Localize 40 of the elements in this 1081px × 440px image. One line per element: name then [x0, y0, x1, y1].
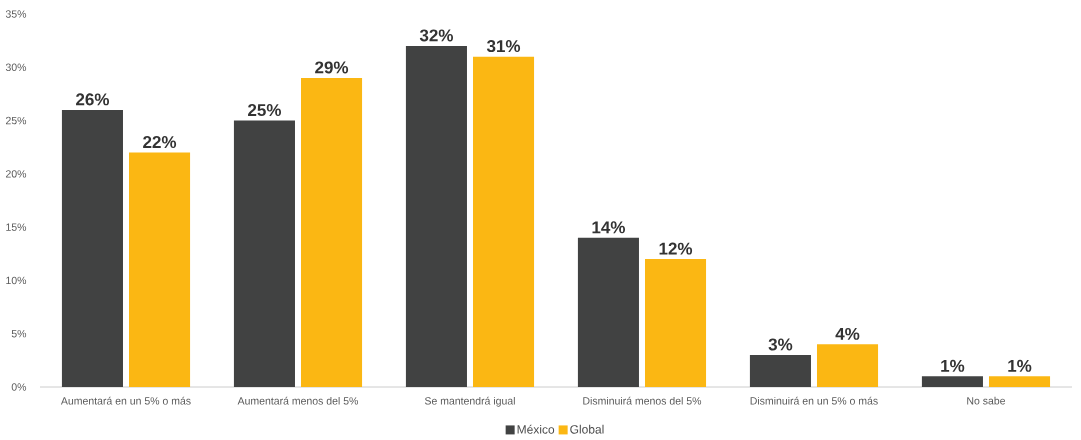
bar	[921, 376, 983, 387]
bar	[644, 259, 707, 387]
legend-label: Global	[570, 424, 604, 434]
bar	[61, 109, 123, 387]
bar	[129, 152, 191, 387]
data-label: 25%	[248, 104, 282, 117]
bar	[577, 237, 639, 387]
data-label: 31%	[486, 40, 521, 53]
data-label: 4%	[835, 327, 860, 340]
y-tick-label: 35%	[5, 10, 27, 18]
y-tick-label: 30%	[5, 63, 27, 72]
bar	[301, 77, 363, 387]
legend-label: México	[517, 424, 555, 434]
x-tick-label: Aumentará en un 5% o más	[60, 396, 191, 405]
y-tick-label: 15%	[6, 223, 27, 231]
data-label: 1%	[941, 359, 965, 372]
bar	[473, 56, 535, 387]
bar	[749, 355, 811, 387]
y-tick-label: 25%	[6, 116, 27, 125]
bar	[233, 120, 295, 387]
x-tick-label: Se mantendrá igual	[424, 396, 515, 407]
bar	[988, 376, 1051, 387]
y-tick-label: 20%	[6, 170, 27, 178]
data-label: 22%	[143, 136, 177, 149]
data-label: 26%	[76, 93, 110, 106]
data-label: 12%	[659, 242, 693, 255]
data-label: 29%	[315, 61, 349, 74]
y-tick-label: 10%	[6, 276, 27, 285]
x-tick-label: No sabe	[967, 396, 1006, 405]
data-label: 3%	[768, 338, 793, 351]
bar	[816, 344, 879, 387]
x-tick-label: Aumentará menos del 5%	[237, 396, 359, 405]
data-label: 14%	[592, 221, 626, 234]
bar	[405, 45, 467, 387]
x-tick-label: Disminuirá menos del 5%	[583, 396, 702, 405]
y-tick-label: 5%	[11, 330, 27, 338]
y-tick-label: 0%	[11, 383, 27, 391]
data-label: 1%	[1008, 359, 1032, 372]
x-tick-label: Disminuirá en un 5% o más	[750, 396, 878, 405]
data-label: 32%	[419, 29, 454, 42]
